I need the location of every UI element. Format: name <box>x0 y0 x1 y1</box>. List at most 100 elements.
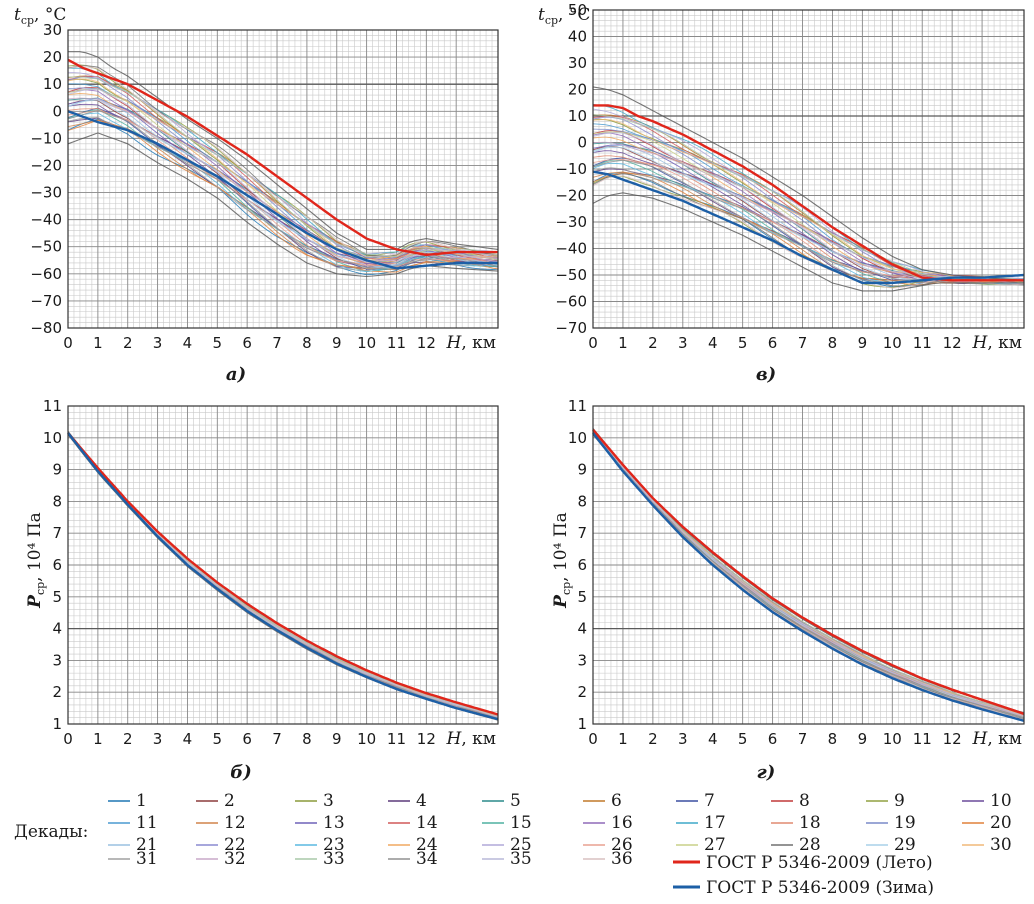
legend-item-32: 32 <box>196 849 246 869</box>
x-tick-label: 0 <box>588 334 598 352</box>
grid <box>592 405 1025 725</box>
legend-label: 14 <box>416 813 438 833</box>
y-axis-label-symbol: t <box>538 5 545 25</box>
x-tick-label: 7 <box>798 334 808 352</box>
legend-item-27: 27 <box>676 835 726 855</box>
decade-curve-30 <box>67 78 499 261</box>
decade-curve-19 <box>67 87 499 261</box>
plot-frame <box>67 405 499 725</box>
legend-item-30: 30 <box>962 835 1012 855</box>
y-tick-label: −40 <box>30 211 62 229</box>
gost-winter-line <box>67 110 498 270</box>
legend-label: ГОСТ Р 5346-2009 (Лето) <box>706 853 933 873</box>
x-tick-label: 2 <box>648 730 658 748</box>
legend-item-26: 26 <box>583 835 633 855</box>
envelope-lower <box>592 192 1024 292</box>
legend-item-3: 3 <box>295 791 334 811</box>
y-axis-label-subscript: ср <box>560 582 573 595</box>
y-tick-label: −70 <box>555 319 587 337</box>
x-tick-label: 6 <box>768 730 778 748</box>
legend-item-28: 28 <box>771 835 821 855</box>
panel-caption: г) <box>757 762 776 783</box>
y-tick-label: 4 <box>52 620 62 638</box>
decade-curve-27 <box>67 88 499 263</box>
x-tick-label: 1 <box>618 730 628 748</box>
y-tick-label: −40 <box>555 240 587 258</box>
y-tick-label: 2 <box>52 683 62 701</box>
x-tick-label: 6 <box>242 334 252 352</box>
panel-caption: б) <box>230 762 252 783</box>
legend-label: 27 <box>704 835 726 855</box>
y-tick-label: 30 <box>568 54 587 72</box>
x-tick-label: 8 <box>828 730 838 748</box>
x-axis-label: H, км <box>972 333 1022 353</box>
y-tick-label: 3 <box>52 651 62 669</box>
legend-item-34: 34 <box>388 849 438 869</box>
x-tick-label: 9 <box>332 730 342 748</box>
y-axis-label: tср, °С <box>538 5 590 27</box>
legend-item-4: 4 <box>388 791 427 811</box>
x-tick-label: 4 <box>708 334 718 352</box>
y-tick-label: −50 <box>555 266 587 284</box>
y-tick-label: 9 <box>52 461 62 479</box>
legend-item-11: 11 <box>108 813 158 833</box>
x-tick-label: 0 <box>63 730 73 748</box>
decade-curve-30 <box>592 119 1025 283</box>
y-tick-label: −10 <box>555 160 587 178</box>
x-tick-label: 5 <box>213 334 223 352</box>
legend-label: 17 <box>704 813 726 833</box>
x-tick-label: 4 <box>183 334 193 352</box>
y-axis-label-unit: , °С <box>34 5 66 25</box>
y-tick-label: −50 <box>30 238 62 256</box>
decade-curve-29 <box>67 99 499 269</box>
x-tick-label: 1 <box>93 730 103 748</box>
y-axis-label-subscript: ср <box>21 14 34 27</box>
x-tick-label: 4 <box>183 730 193 748</box>
x-tick-label: 11 <box>387 334 406 352</box>
legend-label: 7 <box>704 791 715 811</box>
legend-label: 13 <box>323 813 345 833</box>
x-tick-label: 9 <box>858 334 868 352</box>
y-axis-label-symbol: P <box>551 594 571 609</box>
decade-curve-34 <box>592 431 1025 719</box>
x-tick-label: 2 <box>123 730 133 748</box>
x-axis-label: H, км <box>446 333 496 353</box>
legend-item-25: 25 <box>482 835 532 855</box>
legend-label: 24 <box>416 835 438 855</box>
legend-item-8: 8 <box>771 791 810 811</box>
y-axis-label: Pср, 10⁴ Па <box>551 512 573 609</box>
x-tick-label: 6 <box>768 334 778 352</box>
panel-caption: в) <box>756 364 776 385</box>
x-tick-label: 7 <box>272 730 282 748</box>
x-tick-label: 12 <box>417 730 436 748</box>
decade-curve-35 <box>592 429 1025 717</box>
legend-label: 10 <box>990 791 1012 811</box>
x-axis-label-symbol: H <box>972 729 989 749</box>
x-tick-label: 10 <box>883 730 902 748</box>
x-tick-label: 4 <box>708 730 718 748</box>
x-tick-label: 0 <box>63 334 73 352</box>
y-axis-label-symbol: P <box>25 594 45 609</box>
decade-curve-34 <box>67 110 499 270</box>
gost-summer-line <box>67 432 499 716</box>
legend-item-21: 21 <box>108 835 158 855</box>
y-tick-label: 11 <box>43 397 62 415</box>
y-axis-label: Pср, 10⁴ Па <box>25 512 47 609</box>
legend-label: 35 <box>510 849 532 869</box>
x-tick-label: 5 <box>738 334 748 352</box>
x-tick-label: 11 <box>913 334 932 352</box>
y-tick-label: −10 <box>30 129 62 147</box>
x-tick-label: 10 <box>357 334 376 352</box>
legend-item-18: 18 <box>771 813 821 833</box>
legend-item-6: 6 <box>583 791 622 811</box>
legend-label: ГОСТ Р 5346-2009 (Зима) <box>706 878 934 898</box>
legend-label: 36 <box>611 849 633 869</box>
y-axis-label-subscript: ср <box>34 582 47 595</box>
y-tick-label: 9 <box>577 461 587 479</box>
x-axis-label-unit: , км <box>461 729 496 749</box>
plot-frame <box>592 9 1025 329</box>
legend-item-7: 7 <box>676 791 715 811</box>
x-axis-label-unit: , км <box>987 333 1022 353</box>
decade-curve-36 <box>67 65 499 258</box>
